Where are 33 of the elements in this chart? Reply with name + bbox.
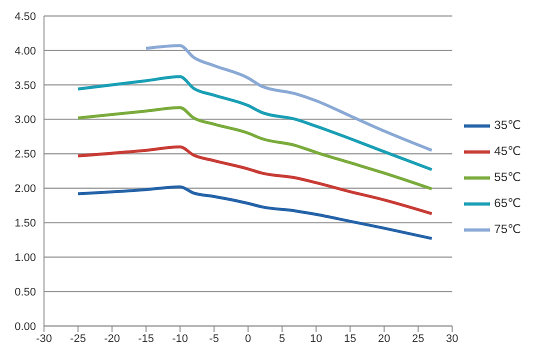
x-tick-label: -30 [36,332,52,345]
x-tick-label: 15 [344,332,356,345]
line-series [76,185,434,240]
x-tick-label: -10 [172,332,188,345]
x-tick-label: 25 [412,332,424,345]
x-tick-label: -20 [104,332,120,345]
line-series [76,106,434,190]
x-tick-label: 10 [310,332,322,345]
legend-label: 55℃ [494,170,521,184]
y-tick-label: 2.00 [14,183,36,196]
line-series [76,75,434,172]
x-tick-label: 20 [378,332,390,345]
legend-label: 35℃ [494,118,521,132]
line-series [76,145,434,216]
y-tick-label: 4.00 [14,45,36,58]
y-tick-label: 3.50 [14,80,36,92]
y-tick-label: 3.00 [14,114,36,126]
x-tick-label: 30 [446,332,458,345]
y-tick-label: 2.50 [14,148,36,161]
x-tick-label: -25 [70,332,86,345]
x-tick-label: 0 [245,332,252,345]
y-tick-label: 0.00 [14,320,36,333]
y-tick-label: 4.50 [14,10,36,23]
y-tick-label: 0.50 [14,286,36,298]
legend-label: 65℃ [494,196,521,210]
y-tick-label: 1.00 [14,252,36,264]
x-tick-label: 5 [279,332,286,345]
legend-label: 75℃ [494,222,521,236]
y-tick-label: 1.50 [14,218,36,230]
x-tick-label: -5 [209,332,219,345]
x-tick-label: -15 [138,332,154,345]
legend-label: 45℃ [494,144,521,158]
line-series [144,44,434,152]
